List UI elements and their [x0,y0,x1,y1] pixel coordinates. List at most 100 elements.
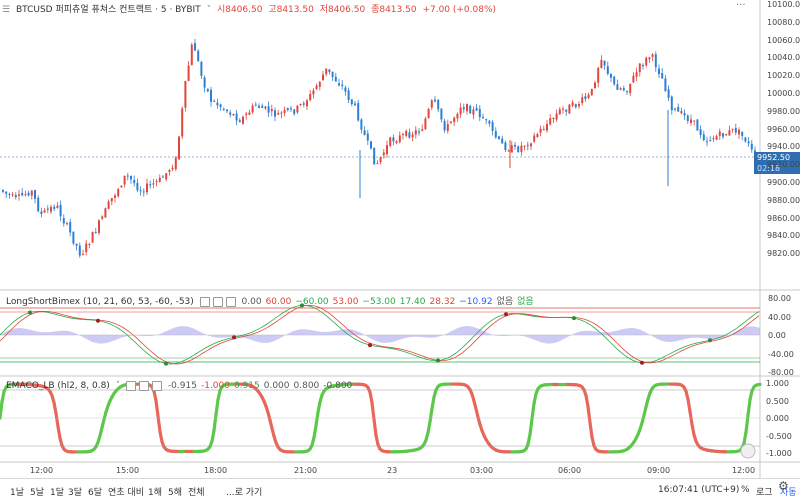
range-button[interactable]: 3달 [68,485,82,498]
indicator2-name[interactable]: EMACO_LB (hl2, 8, 0.8) [6,381,110,391]
candle-body [31,191,33,196]
candle-body [440,109,442,120]
price-axis-tick: 9880.00 [767,196,800,205]
candle-body [732,129,734,130]
oscillator-segment [588,407,590,423]
oscillator-segment [688,399,690,411]
time-axis-tick: 23 [387,466,397,475]
candle-body [15,195,17,197]
candle-body [111,198,113,201]
indicator1-value: 53.00 [333,297,359,307]
candle-body [242,117,244,124]
price-axis-tick: 10060.00 [767,36,800,45]
indicator2-axis-tick: -1.000 [766,449,792,458]
oscillator-segment [744,432,746,443]
candle-body [108,201,110,208]
candle-body [197,51,199,61]
candle-body [376,163,378,164]
bottom-toolbar: 1날 5날 1달 3달 6달 연초 대비 1해 5해 전체 ...로 가기 16:07:41 (… [0,478,800,502]
candle-body [133,180,135,183]
candle-body [56,206,58,208]
time-axis-tick: 21:00 [294,466,317,475]
goto-date-button[interactable]: ...로 가기 [226,485,262,498]
collapse-chevron-icon[interactable]: ˅ [207,5,212,15]
price-axis-tick: 10020.00 [767,71,800,80]
time-axis-tick: 09:00 [647,466,670,475]
candle-body [136,183,138,190]
oscillator-segment [530,419,532,435]
candle-body [274,110,276,116]
candle-body [252,106,254,113]
range-button[interactable]: 6달 [88,485,102,498]
range-button[interactable]: 1날 [10,485,24,498]
time-axis-tick: 03:00 [470,466,493,475]
price-axis-tick: 10080.00 [767,18,800,27]
scroll-right-button [741,444,755,458]
candle-body [364,130,366,135]
oscillator-segment [316,412,318,425]
chart-canvas[interactable] [0,0,800,478]
range-button[interactable]: 5해 [168,485,182,498]
settings-icon[interactable] [213,297,223,307]
candle-body [472,109,474,114]
oscillator-segment [318,402,320,413]
indicator1-name[interactable]: LongShortBimex (10, 21, 60, 53, -60, -53… [6,297,194,307]
range-button[interactable]: 전체 [188,485,205,498]
indicator2-chevron-icon[interactable]: ˅ [116,381,121,391]
close-value: 8413.50 [379,5,416,15]
candle-body [357,103,359,120]
eye-icon[interactable] [200,297,210,307]
close-icon[interactable] [226,297,236,307]
candle-body [668,89,670,98]
candle-body [18,194,20,195]
oscillator-segment [314,426,316,438]
symbol-title[interactable]: BTCUSD 퍼피츄얼 퓨쳐스 컨트랙트 · 5 · BYBIT [16,5,201,15]
candle-body [418,131,420,132]
candle-body [284,110,286,113]
log-toggle[interactable]: 로그 [756,485,773,498]
percent-toggle[interactable]: % [741,485,750,495]
range-button[interactable]: 1달 [50,485,64,498]
range-button[interactable]: 1해 [148,485,162,498]
candle-body [722,133,724,137]
candle-body [162,177,164,178]
candle-body [392,137,394,141]
candle-body [578,104,580,106]
signal-dot [368,343,372,347]
eye-icon[interactable] [126,381,136,391]
candle-body [380,157,382,162]
close-icon[interactable] [152,381,162,391]
price-axis-tick: 9820.00 [767,249,800,258]
candle-body [482,117,484,118]
candle-body [60,205,62,217]
candle-body [306,100,308,106]
candle-body [636,72,638,76]
settings-gear-icon[interactable]: ⚙ [778,479,789,493]
candle-body [488,121,490,124]
range-button[interactable]: 연초 대비 [108,485,144,498]
candle-body [748,141,750,143]
candle-body [466,104,468,111]
menu-icon[interactable]: ☰ [2,5,10,15]
candle-body [312,90,314,94]
candle-body [95,232,97,233]
candle-body [655,54,657,67]
settings-icon[interactable] [139,381,149,391]
range-button[interactable]: 5날 [30,485,44,498]
candle-body [706,141,708,142]
more-options-icon[interactable]: ··· [736,0,754,12]
signal-dot [504,312,508,316]
candle-body [661,73,663,79]
candle-body [492,122,494,131]
candle-body [216,103,218,106]
candle-body [626,91,628,92]
candle-body [453,118,455,123]
open-value: 8406.50 [225,5,262,15]
clock-display[interactable]: 16:07:41 (UTC+9) [658,485,739,495]
signal-dot [28,311,32,315]
indicator2-value: 0.000 [264,381,290,391]
candle-body [415,130,417,135]
candle-body [597,68,599,83]
candle-body [120,186,122,188]
